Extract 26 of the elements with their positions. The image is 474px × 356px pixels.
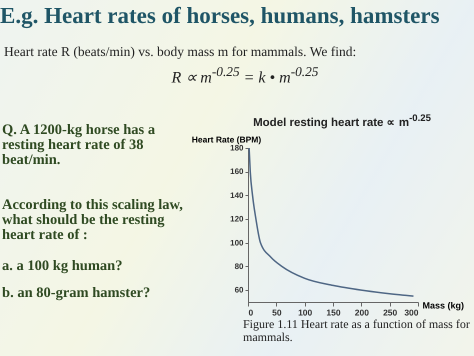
caption: Figure 1.11 Heart rate as a function of mass for mammals. [243, 317, 471, 344]
text: According to this scaling law, what should be the resting heart rate of : [2, 197, 184, 244]
x-tick-label: 100 [298, 308, 313, 318]
x-axis-title: Mass (kg) [422, 300, 464, 310]
x-tick-label: 300 [404, 308, 419, 318]
x-tick-label: 50 [272, 308, 282, 318]
chart-title: Model resting heart rate ∝ m$^{-0.25}$ [252, 113, 432, 129]
line-series [248, 148, 414, 297]
y-tick-label: 160 [230, 167, 244, 176]
y-axis-title: Heart Rate (BPM) [192, 134, 262, 144]
y-tick-label: 140 [230, 190, 244, 200]
y-tick-label: 60 [234, 286, 244, 295]
x-tick-label: 0 [248, 308, 254, 318]
y-tick-label: 180 [230, 144, 244, 152]
text: b. an 80-gram hamster? [2, 285, 152, 302]
x-tick-label: 250 [383, 308, 398, 318]
text: Q. A 1200-kg horse has a resting heart rate of 38 beat/min. [2, 122, 156, 169]
text: a. a 100 kg human? [2, 258, 124, 274]
text: E.g. Heart rates of horses, humans, hamsters [0, 3, 441, 28]
text: Heart rate R (beats/min) vs. body mass m for mammals. We find: [4, 44, 358, 60]
y-tick-label: 80 [234, 262, 244, 271]
y-tick-label: 100 [230, 238, 244, 248]
text: R ∝ m$^{-0.25}$ = k • m$^{-0.25}$ [170, 64, 320, 88]
x-tick-label: 150 [326, 308, 341, 318]
x-tick-label: 200 [354, 308, 370, 318]
y-tick-label: 120 [230, 214, 244, 224]
